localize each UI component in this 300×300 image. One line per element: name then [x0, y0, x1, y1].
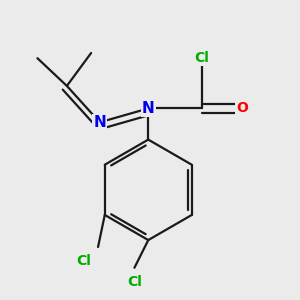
Text: N: N	[142, 101, 155, 116]
Text: Cl: Cl	[194, 51, 209, 65]
Text: Cl: Cl	[127, 274, 142, 289]
Text: N: N	[93, 115, 106, 130]
Text: Cl: Cl	[77, 254, 92, 268]
Text: O: O	[236, 101, 248, 116]
